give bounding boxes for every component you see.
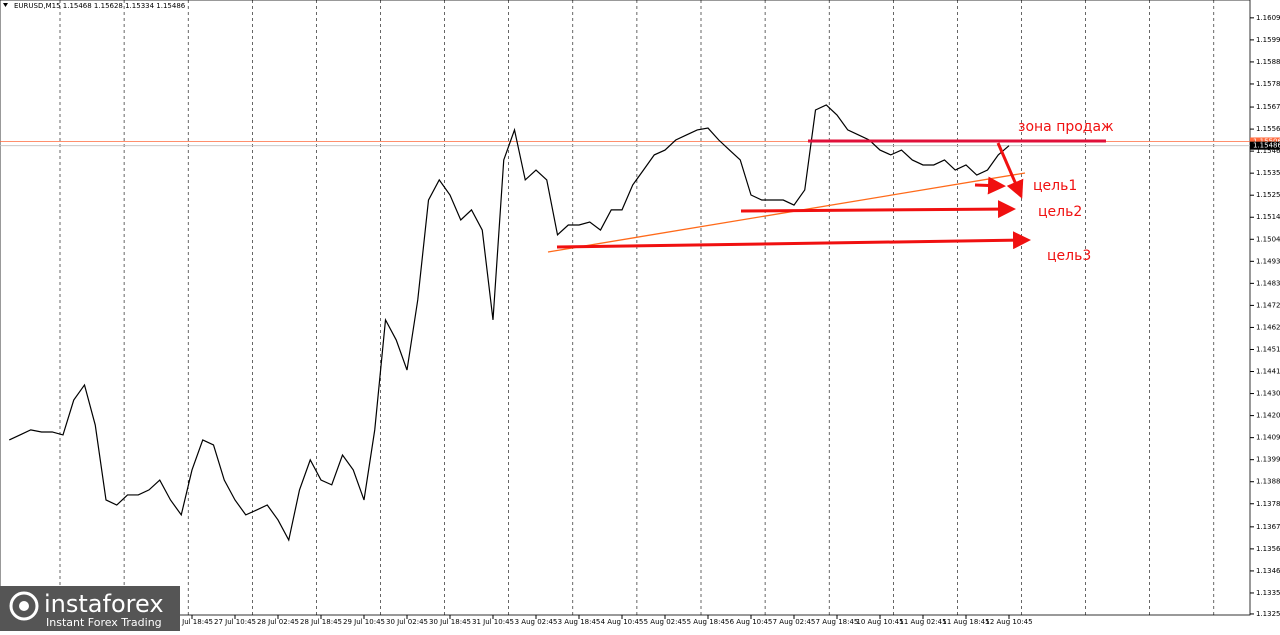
y-tick-label: 1.13355	[1256, 589, 1280, 597]
y-tick-label: 1.15460	[1256, 147, 1280, 155]
y-tick-label: 1.13885	[1256, 478, 1280, 486]
y-tick-label: 1.13460	[1256, 567, 1280, 575]
y-tick-label: 1.15565	[1256, 125, 1280, 133]
logo-icon	[19, 601, 29, 611]
y-tick-label: 1.15670	[1256, 103, 1280, 111]
logo: instaforex Instant Forex Trading	[0, 586, 180, 631]
annotation: цель2	[1038, 204, 1082, 220]
x-tick-label: 28 Jul 18:45	[300, 618, 342, 626]
y-tick-label: 1.14620	[1256, 323, 1280, 331]
x-tick-label: 11 Aug 18:45	[942, 618, 989, 626]
arrow	[996, 142, 1024, 199]
x-tick-label: 29 Jul 10:45	[343, 618, 385, 626]
x-tick-label: 31 Jul 10:45	[472, 618, 514, 626]
annotation: цель3	[1047, 248, 1091, 264]
x-tick-label: 30 Jul 18:45	[429, 618, 471, 626]
y-tick-label: 1.14410	[1256, 368, 1280, 376]
arrow	[974, 176, 1006, 195]
y-tick-label: 1.14305	[1256, 390, 1280, 398]
y-tick-label: 1.15990	[1256, 36, 1280, 44]
bid-label: 1.15486	[1253, 142, 1280, 150]
menu-arrow	[3, 3, 8, 7]
chart-title: EURUSD,M15 1.15468 1.15628 1.15334 1.154…	[14, 2, 186, 10]
x-tick-label: 5 Aug 18:45	[687, 618, 730, 626]
y-tick-label: 1.15885	[1256, 58, 1280, 66]
bid-label-box	[1250, 141, 1280, 150]
y-tick-label: 1.15040	[1256, 235, 1280, 243]
x-tick-label: 11 Aug 02:45	[899, 618, 946, 626]
x-tick-label: 7 Aug 18:45	[816, 618, 859, 626]
x-tick-label: 12 Aug 10:45	[985, 618, 1032, 626]
y-tick-label: 1.13990	[1256, 456, 1280, 464]
y-tick-label: 1.13565	[1256, 545, 1280, 553]
logo-tagline: Instant Forex Trading	[46, 616, 162, 629]
annotation: зона продаж	[1018, 119, 1114, 135]
y-tick-label: 1.15145	[1256, 213, 1280, 221]
y-tick-label: 1.13780	[1256, 500, 1280, 508]
arrow	[740, 200, 1016, 219]
x-tick-label: 10 Aug 10:45	[856, 618, 903, 626]
x-tick-label: 7 Aug 02:45	[773, 618, 816, 626]
y-tick-label: 1.16095	[1256, 14, 1280, 22]
ask-label: 1.15506	[1253, 137, 1280, 145]
logo-name: instaforex	[44, 590, 164, 618]
x-tick-label: 30 Jul 02:45	[386, 618, 428, 626]
y-tick-label: 1.13255	[1256, 610, 1280, 618]
y-tick-label: 1.15780	[1256, 80, 1280, 88]
annotation: цель1	[1033, 178, 1077, 194]
y-tick-label: 1.14830	[1256, 279, 1280, 287]
x-tick-label: 6 Aug 10:45	[730, 618, 773, 626]
y-tick-label: 1.14725	[1256, 301, 1280, 309]
y-tick-label: 1.14935	[1256, 257, 1280, 265]
price-line	[8, 104, 1010, 542]
x-tick-label: 3 Aug 18:45	[558, 618, 601, 626]
x-tick-label: 4 Aug 10:45	[601, 618, 644, 626]
x-tick-label: 5 Aug 02:45	[644, 618, 687, 626]
y-tick-label: 1.14515	[1256, 345, 1280, 353]
logo-icon	[9, 591, 39, 621]
y-tick-label: 1.14200	[1256, 412, 1280, 420]
x-tick-label: 28 Jul 02:45	[257, 618, 299, 626]
y-tick-label: 1.15355	[1256, 169, 1280, 177]
x-tick-label: 3 Aug 02:45	[515, 618, 558, 626]
x-tick-label: 27 Jul 10:45	[214, 618, 256, 626]
x-tick-label: 24 Jul 18:45	[171, 618, 213, 626]
y-tick-label: 1.13670	[1256, 523, 1280, 531]
y-tick-label: 1.15250	[1256, 191, 1280, 199]
y-tick-label: 1.14095	[1256, 434, 1280, 442]
arrow	[556, 231, 1031, 250]
plot-area	[0, 0, 1251, 616]
trendline	[547, 172, 1026, 253]
ask-label-box	[1250, 137, 1280, 146]
